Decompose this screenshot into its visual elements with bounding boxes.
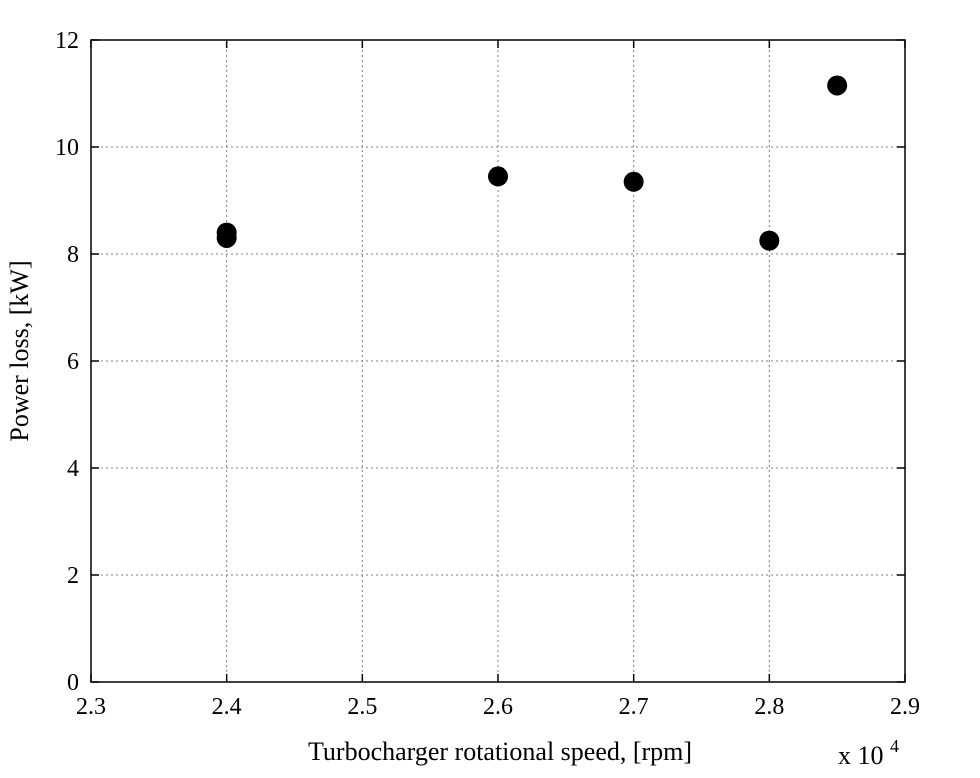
data-point (623, 171, 644, 192)
x-tick-label: 2.7 (619, 694, 649, 720)
y-tick-label: 12 (55, 28, 79, 54)
x-multiplier-exponent: 4 (890, 736, 899, 756)
data-point (216, 227, 237, 248)
y-tick-label: 4 (67, 456, 79, 482)
y-tick-label: 2 (67, 563, 79, 589)
x-tick-labels: 2.3 2.4 2.5 2.6 2.7 2.8 2.9 (76, 694, 920, 720)
y-tick-label: 10 (55, 135, 79, 161)
y-tick-labels: 0 2 4 6 8 10 12 (55, 28, 79, 696)
data-point (827, 75, 848, 96)
x-tick-label: 2.8 (754, 694, 784, 720)
x-tick-label: 2.9 (890, 694, 920, 720)
y-tick-label: 0 (67, 670, 79, 696)
data-point (488, 166, 508, 187)
grid-lines (91, 40, 905, 682)
x-multiplier-base: x 10 (838, 741, 884, 770)
axis-ticks (90, 39, 906, 683)
x-axis-label: Turbocharger rotational speed, [rpm] (308, 737, 692, 766)
y-axis-label: Power loss, [kW] (5, 260, 34, 441)
y-tick-label: 8 (67, 242, 79, 268)
x-tick-label: 2.5 (347, 694, 377, 720)
x-tick-label: 2.6 (483, 694, 513, 720)
x-axis-multiplier: x 10 4 (838, 736, 899, 770)
data-points (216, 75, 848, 251)
x-tick-label: 2.4 (212, 694, 242, 720)
x-tick-label: 2.3 (76, 694, 106, 720)
data-point (759, 230, 780, 251)
y-tick-label: 6 (67, 349, 79, 375)
